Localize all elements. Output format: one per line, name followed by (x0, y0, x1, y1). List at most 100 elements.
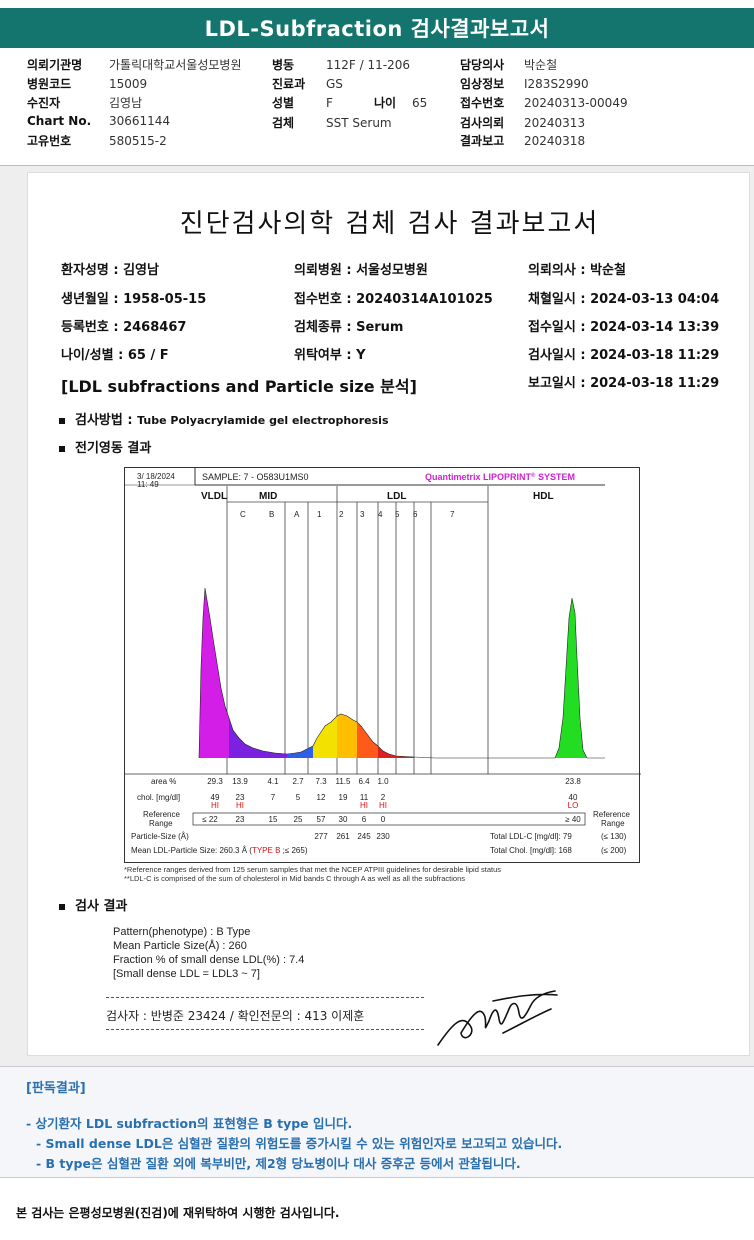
psize-label: Particle-Size (Å) (131, 832, 189, 841)
interpretation-title: [판독결과] (26, 1081, 86, 1096)
flag-value-0: HI (211, 801, 219, 810)
band-1: 1 (317, 510, 322, 519)
receipt-no: 접수번호 : 20240314A101025 (294, 292, 493, 307)
flag-value-4: LO (568, 801, 579, 810)
psize-value-1: 261 (336, 832, 350, 841)
info-unique-no: 고유번호 580515-2 (27, 134, 167, 148)
chart-time: 11: 49 (137, 480, 159, 489)
total-chol: Total Chol. [mg/dl]: 168 (490, 846, 572, 855)
area-value-1: 13.9 (232, 777, 248, 786)
age-sex: 나이/성별 : 65 / F (61, 348, 169, 363)
section-title: [LDL subfractions and Particle size 분석] (61, 377, 417, 396)
electrophoresis-svg: 3/ 18/2024 11: 49 SAMPLE: 7 - O583U1MS0 … (125, 468, 641, 855)
specimen-type: 검체종류 : Serum (294, 320, 404, 335)
test-time: 검사일시 : 2024-03-18 11:29 (528, 348, 720, 363)
area-label: area % (151, 777, 176, 786)
electrophoresis-chart: 3/ 18/2024 11: 49 SAMPLE: 7 - O583U1MS0 … (124, 467, 641, 863)
mid-band-area (229, 718, 287, 758)
bullet-icon (59, 417, 65, 424)
ldl2-area (337, 714, 357, 758)
info-doctor: 담당의사 박순철 (460, 58, 558, 72)
info-chart-no: Chart No. 30661144 (27, 114, 171, 128)
signature-image (437, 990, 558, 1046)
ref-right-2: Range (601, 819, 625, 828)
info-hospital-code: 병원코드 15009 (27, 77, 148, 91)
chol-value-3: 5 (296, 793, 301, 802)
hdl-peak-area (555, 598, 587, 758)
interpretation-line-1: - 상기환자 LDL subfraction의 표현형은 B type 입니다. (26, 1116, 353, 1131)
report-title: 진단검사의학 검체 검사 결과보고서 (179, 209, 600, 239)
ref-value-2: 15 (269, 815, 278, 824)
flag-value-2: HI (360, 801, 368, 810)
info-clinical: 임상정보 I283S2990 (460, 77, 589, 91)
register-no: 등록번호 : 2468467 (61, 320, 187, 335)
ref-value-7: 0 (381, 815, 386, 824)
area-value-8: 23.8 (565, 777, 581, 786)
ref-value-8: ≥ 40 (565, 815, 581, 824)
info-ward: 병동 112F / 11-206 (272, 58, 410, 72)
chol-value-4: 12 (317, 793, 326, 802)
request-doctor: 의뢰의사 : 박순철 (528, 263, 626, 278)
ldl1-area (313, 716, 337, 758)
band-6: 6 (413, 510, 418, 519)
chart-sample: SAMPLE: 7 - O583U1MS0 (202, 472, 309, 482)
area-value-0: 29.3 (207, 777, 223, 786)
method-line: 검사방법 : Tube Polyacrylamide gel electroph… (59, 409, 389, 428)
info-reported: 결과보고 20240318 (460, 134, 586, 148)
bullet-icon (59, 445, 65, 452)
ref-value-3: 25 (294, 815, 303, 824)
band-c: C (240, 510, 246, 519)
chart-system-name: Quantimetrix LIPOPRINT® SYSTEM (425, 472, 575, 482)
ref-value-1: 23 (236, 815, 245, 824)
psize-value-0: 277 (314, 832, 328, 841)
chol-value-8: 40 (569, 793, 578, 802)
result-line: 검사 결과 (59, 895, 127, 914)
flag-value-1: HI (236, 801, 244, 810)
chol-value-0: 49 (211, 793, 220, 802)
band-5: 5 (395, 510, 400, 519)
ref-right-1: Reference (593, 810, 630, 819)
info-age: 나이 65 (374, 96, 428, 110)
info-receipt-no: 접수번호 20240313-00049 (460, 96, 628, 110)
info-specimen: 검체 SST Serum (272, 116, 392, 130)
area-value-5: 11.5 (336, 777, 352, 786)
band-7: 7 (450, 510, 455, 519)
psize-value-3: 230 (376, 832, 390, 841)
chol-value-7: 2 (381, 793, 386, 802)
ref-value-0: ≤ 22 (202, 815, 218, 824)
electro-line: 전기영동 결과 (59, 437, 151, 456)
chol-value-1: 23 (236, 793, 245, 802)
ref-label-1: Reference (143, 810, 180, 819)
area-value-6: 6.4 (358, 777, 370, 786)
report-document: 진단검사의학 검체 검사 결과보고서 환자성명 : 김영남 의뢰병원 : 서울성… (27, 172, 750, 1056)
flag-value-3: HI (379, 801, 387, 810)
mean-particle-size: Mean LDL-Particle Size: 260.3 Å (TYPE B … (131, 846, 308, 855)
area-value-2: 4.1 (267, 777, 279, 786)
psize-value-2: 245 (357, 832, 371, 841)
pattern-type: Pattern(phenotype) : B Type (113, 926, 251, 938)
vldl-peak-area (199, 588, 229, 758)
chol-value-2: 7 (271, 793, 276, 802)
interpretation-panel: [판독결과] - 상기환자 LDL subfraction의 표현형은 B ty… (0, 1066, 754, 1178)
band-a-area (287, 746, 313, 758)
area-value-4: 7.3 (315, 777, 327, 786)
collect-time: 채혈일시 : 2024-03-13 04:04 (528, 292, 720, 307)
band-a: A (294, 510, 300, 519)
info-patient: 수진자 김영남 (27, 96, 143, 110)
patient-name: 환자성명 : 김영남 (61, 263, 159, 278)
consignment: 위탁여부 : Y (294, 348, 366, 363)
total-ldl-ref: (≤ 130) (601, 832, 627, 841)
ref-value-4: 57 (317, 815, 326, 824)
area-value-7: 1.0 (377, 777, 389, 786)
chart-date: 3/ 18/2024 (137, 472, 175, 481)
chol-value-6: 11 (360, 793, 369, 802)
group-ldl: LDL (387, 491, 406, 502)
ref-value-5: 30 (339, 815, 348, 824)
info-sex: 성별 F (272, 96, 333, 110)
interpretation-line-3: - B type은 심혈관 질환 외에 복부비만, 제2형 당뇨병이나 대사 증… (36, 1156, 521, 1171)
chart-footnote: *Reference ranges derived from 125 serum… (124, 865, 501, 883)
report-time: 보고일시 : 2024-03-18 11:29 (528, 376, 720, 391)
consignment-note: 본 검사는 은평성모병원(진검)에 재위탁하여 시행한 검사입니다. (16, 1206, 340, 1220)
group-mid: MID (259, 491, 277, 502)
chol-label: chol. [mg/dl] (137, 793, 180, 802)
